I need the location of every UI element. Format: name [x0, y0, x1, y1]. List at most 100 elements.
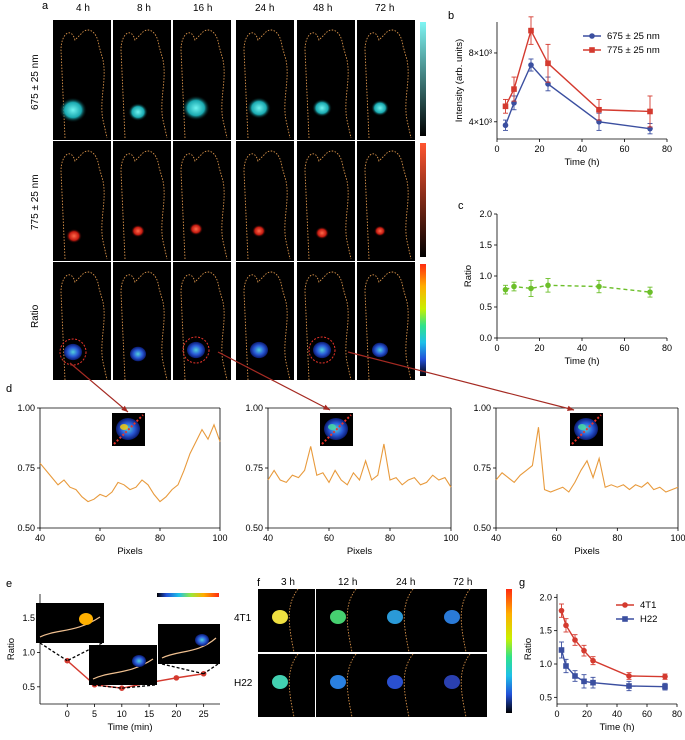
inset-connector	[39, 642, 68, 662]
colorbar	[506, 589, 512, 713]
x-tick-label: 0	[65, 709, 70, 719]
tumor-spot	[131, 224, 145, 238]
image-tile	[297, 20, 355, 140]
legend-marker	[622, 602, 628, 608]
x-tick-label: 10	[117, 709, 127, 719]
cell-outline	[288, 588, 299, 653]
cell-outline	[304, 29, 352, 139]
inset-signal	[132, 655, 146, 667]
cell-outline	[120, 271, 168, 381]
x-tick-label: 60	[95, 533, 105, 543]
image-tile	[258, 589, 315, 652]
panel-letter-g: g	[519, 577, 526, 589]
image-tile	[373, 589, 430, 652]
y-tick-label: 1.00	[245, 403, 263, 413]
x-tick-label: 80	[155, 533, 165, 543]
roi-circle	[308, 336, 336, 364]
tumor-spot	[444, 610, 460, 624]
image-tile	[316, 589, 373, 652]
cell-outline	[346, 653, 357, 718]
tumor-spot	[272, 675, 288, 689]
cell-outline	[304, 150, 352, 260]
y-tick-label: 0.50	[17, 523, 35, 533]
x-tick-label: 60	[552, 533, 562, 543]
panel-a-time-label: 72 h	[375, 3, 395, 14]
tumor-spot	[374, 225, 386, 237]
x-tick-label: 40	[612, 709, 622, 719]
arrow-head	[121, 405, 128, 412]
tumor-spot	[64, 343, 82, 361]
legend-label: 4T1	[640, 600, 656, 611]
tumor-spot	[182, 95, 210, 121]
panel-a-time-label: 4 h	[76, 3, 90, 14]
x-tick-label: 80	[612, 533, 622, 543]
inset-connector	[121, 684, 156, 689]
image-tile	[258, 654, 315, 717]
data-point	[146, 679, 152, 686]
x-tick-label: 40	[35, 533, 45, 543]
x-tick-label: 5	[92, 709, 97, 719]
data-point	[64, 657, 71, 664]
hand-outline	[92, 658, 154, 680]
chart-d3: 40 60 80 100 0.50 0.75 1.00 Pixels	[473, 403, 685, 557]
data-point	[662, 673, 668, 680]
inset-cell	[116, 418, 140, 440]
x-tick-label: 80	[672, 709, 682, 719]
image-tile	[373, 654, 430, 717]
colorbar	[420, 264, 426, 376]
image-tile	[357, 20, 415, 140]
series-line	[267, 443, 452, 488]
cell-outline	[460, 588, 471, 653]
tumor-spot	[187, 341, 205, 359]
y-tick-label: 1.5	[22, 613, 35, 623]
tumor-spot	[371, 99, 389, 117]
inset-image	[36, 603, 104, 643]
image-tile	[236, 20, 294, 140]
inset-frame	[112, 413, 145, 446]
data-point	[200, 670, 207, 677]
series-line	[39, 423, 221, 503]
cell-outline	[120, 29, 168, 139]
x-tick-label: 0	[554, 709, 559, 719]
series-line	[560, 649, 666, 688]
cell-outline	[60, 271, 108, 381]
series-line	[560, 610, 666, 678]
tumor-spot	[444, 675, 460, 689]
x-axis-label: Pixels	[117, 546, 143, 557]
chart-d2: 40 60 80 100 0.50 0.75 1.00 Pixels	[245, 403, 458, 557]
panel-f-tiles	[258, 588, 512, 718]
cell-outline	[364, 271, 412, 381]
roi-circle	[182, 336, 210, 364]
panel-f-row-label-h22: H22	[234, 678, 253, 689]
cell-outline	[460, 653, 471, 718]
panel-letter-b: b	[448, 10, 455, 22]
cell-outline	[288, 653, 299, 718]
hand-outline	[39, 616, 101, 638]
y-tick-label: 0.75	[17, 463, 35, 473]
y-tick-label: 0.50	[473, 523, 491, 533]
y-tick-label: 1.0	[539, 659, 552, 669]
inset-hotspot	[578, 424, 586, 430]
cell-outline	[243, 29, 291, 139]
tumor-spot	[247, 97, 271, 119]
cell-outline	[364, 29, 412, 139]
data-point	[563, 663, 569, 669]
hand-outline	[161, 637, 217, 659]
y-tick-label: 0.5	[539, 692, 552, 702]
tumor-spot	[387, 675, 403, 689]
roi-inset-image	[320, 413, 353, 446]
panel-f-time-label: 3 h	[281, 577, 295, 588]
image-tile	[430, 654, 487, 717]
y-tick-label: 1.0	[22, 647, 35, 657]
profile-line	[113, 414, 144, 445]
image-tile	[236, 141, 294, 261]
data-point	[572, 637, 578, 643]
cell-outline	[120, 150, 168, 260]
x-tick-label: 25	[199, 709, 209, 719]
x-axis-label: Time (h)	[599, 722, 634, 733]
image-tile	[173, 141, 231, 261]
panel-letter-e: e	[6, 578, 13, 590]
inset-cell	[324, 418, 348, 440]
x-tick-label: 60	[642, 709, 652, 719]
cell-outline	[403, 653, 414, 718]
